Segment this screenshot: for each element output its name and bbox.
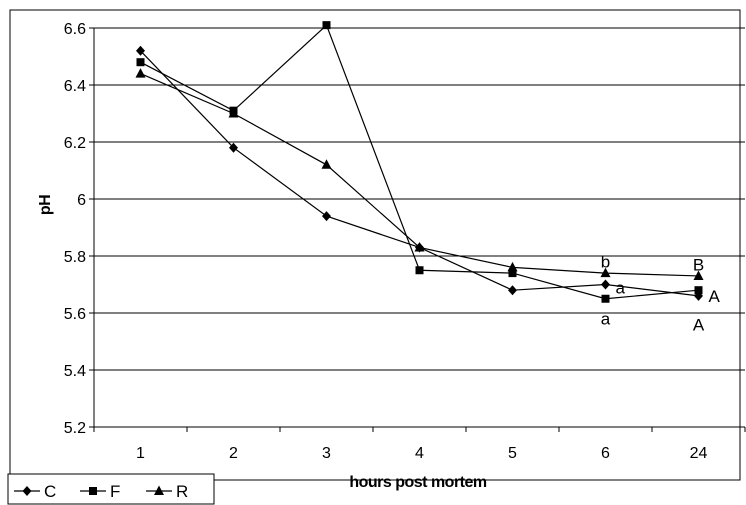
data-point-c [601, 279, 610, 290]
data-point-c [136, 45, 145, 56]
series-r [135, 68, 704, 280]
legend-marker [154, 485, 164, 495]
legend-item-r: R [146, 482, 188, 501]
data-point-c [229, 142, 238, 153]
legend-label: C [44, 482, 56, 501]
data-point-r [135, 68, 146, 78]
chart-area-border [9, 9, 741, 481]
data-point-c [508, 285, 517, 296]
x-tick-labels: 1 2 3 4 5 6 24 [136, 445, 707, 462]
data-point-r [321, 159, 332, 169]
data-point-r [228, 108, 239, 118]
x-tick-label: 2 [229, 445, 238, 462]
data-point-f [136, 58, 145, 67]
x-tick-label: 6 [601, 445, 610, 462]
y-tick-label: 6.2 [64, 135, 86, 152]
data-point-f [508, 269, 517, 278]
annotation-label: a [616, 278, 626, 297]
data-point-f [322, 21, 331, 30]
x-tick-label: 5 [508, 445, 517, 462]
y-tick-label: 6.6 [64, 21, 86, 38]
legend-marker [89, 487, 97, 495]
data-point-r [414, 241, 425, 252]
x-tick-label: 3 [322, 445, 331, 462]
y-tick-label: 5.4 [64, 363, 86, 380]
series-layer [135, 21, 704, 303]
axes [89, 27, 746, 432]
y-axis-title: pH [37, 195, 54, 215]
legend-box [7, 473, 215, 505]
data-point-c [322, 211, 331, 222]
legend-marker [22, 486, 32, 496]
legend-item-f: F [80, 482, 120, 501]
x-tick-label: 24 [690, 445, 708, 462]
y-tick-label: 6 [77, 192, 86, 209]
grid [94, 27, 745, 428]
data-point-f [415, 266, 424, 275]
data-point-f [694, 286, 703, 295]
legend-label: R [176, 482, 188, 501]
x-tick-label: 1 [136, 445, 145, 462]
y-tick-labels: 5.2 5.4 5.6 5.8 6 6.2 6.4 6.6 [64, 21, 86, 437]
legend-label: F [110, 482, 120, 501]
annotation-label: a [601, 310, 611, 329]
y-tick-label: 5.2 [64, 420, 86, 437]
data-point-r [600, 267, 611, 278]
x-tick-label: 4 [415, 445, 424, 462]
y-tick-label: 5.6 [64, 306, 86, 323]
annotation-label: A [693, 315, 705, 334]
annotation-label: b [601, 253, 610, 272]
data-point-f [601, 294, 610, 303]
x-axis-title: hours post mortem [349, 474, 487, 491]
data-point-r [693, 270, 704, 280]
y-tick-label: 5.8 [64, 249, 86, 266]
annotation-label: A [709, 287, 721, 306]
legend-item-c: C [14, 482, 56, 501]
annotation-label: B [693, 256, 704, 275]
y-tick-label: 6.4 [64, 78, 86, 95]
data-point-r [507, 261, 518, 272]
